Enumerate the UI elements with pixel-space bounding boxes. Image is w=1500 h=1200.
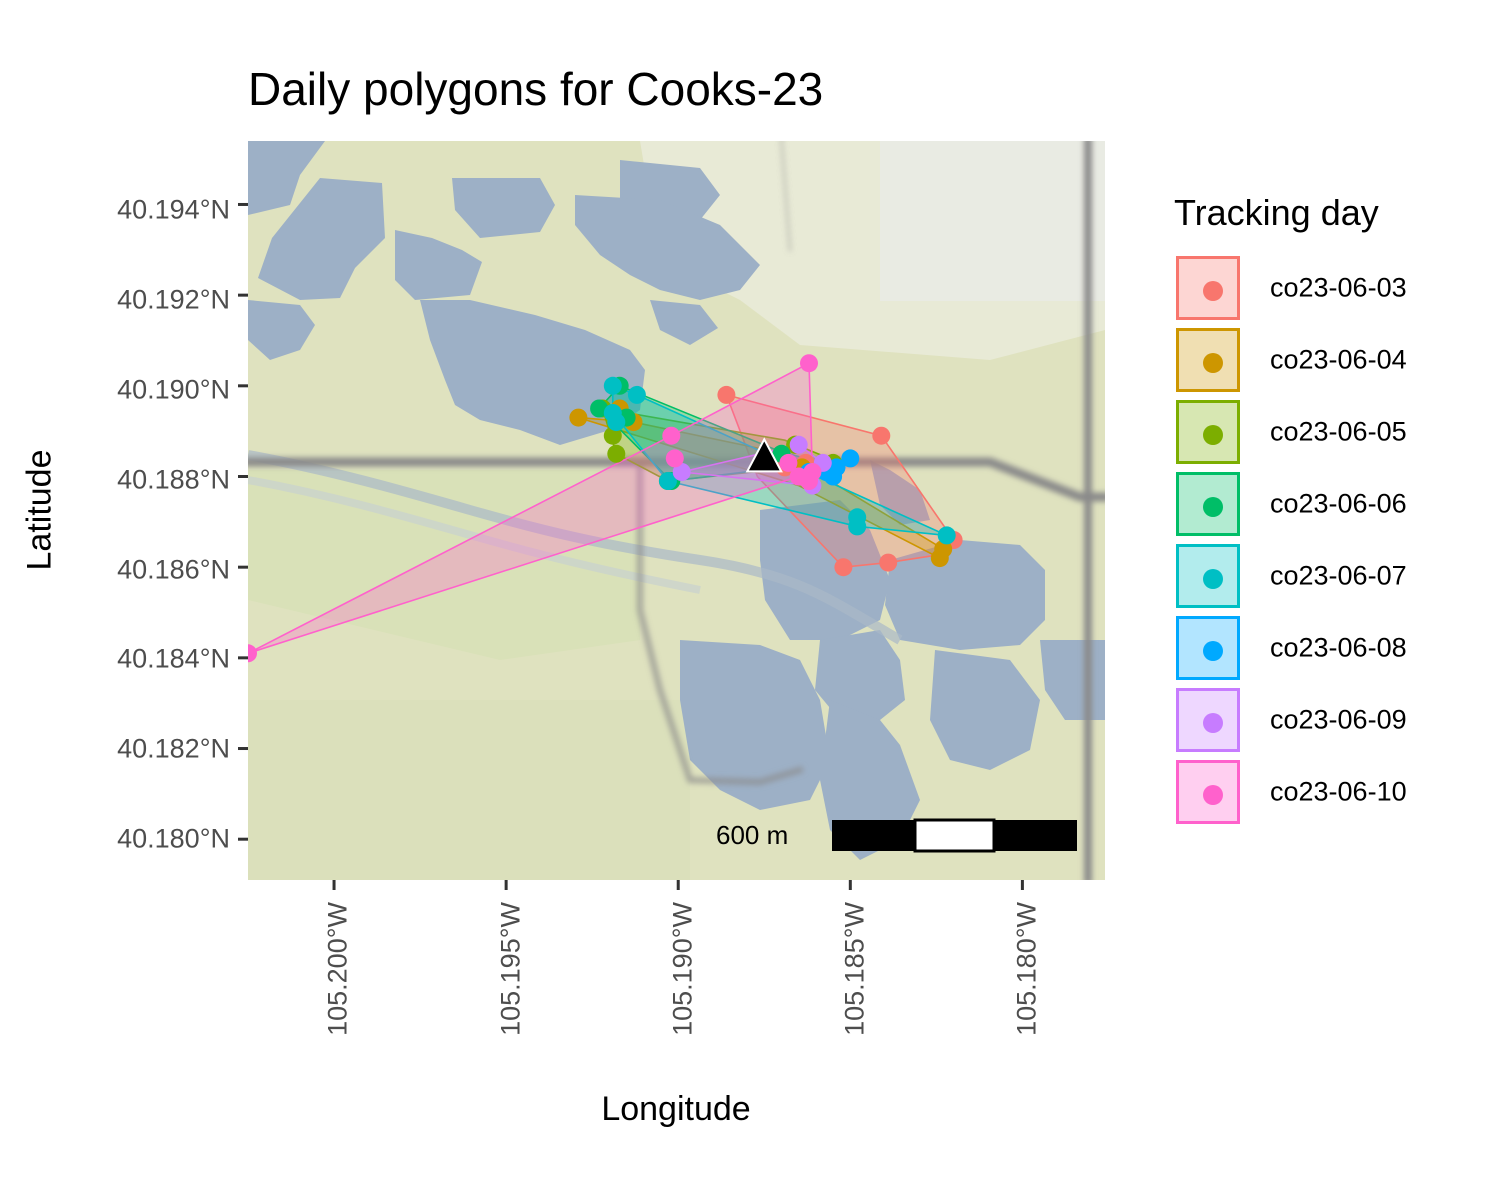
scale-bar-label: 600 m	[716, 820, 789, 850]
x-tick-label: 105.190°W	[667, 902, 698, 1036]
location-point	[672, 463, 691, 481]
x-tick-label: 105.180°W	[1011, 902, 1042, 1036]
location-point	[834, 558, 853, 577]
legend-title: Tracking day	[1174, 192, 1379, 233]
legend-key	[1176, 472, 1240, 536]
location-point	[800, 472, 818, 490]
legend-item: co23-06-09	[1174, 688, 1407, 758]
legend-item: co23-06-05	[1174, 400, 1407, 470]
location-point	[841, 449, 860, 468]
scale-bar-segment	[994, 820, 1077, 851]
location-point	[930, 549, 949, 568]
legend-dot-icon	[1203, 425, 1223, 445]
location-point	[569, 408, 588, 427]
y-axis-label: Latitude	[20, 449, 59, 571]
location-point	[248, 644, 257, 663]
location-point	[879, 553, 898, 572]
y-tick-label: 40.184°N	[117, 643, 230, 674]
location-point	[662, 426, 681, 445]
legend-item: co23-06-07	[1174, 544, 1407, 614]
location-point	[824, 467, 843, 486]
legend-dot-icon	[1203, 713, 1223, 733]
legend-item: co23-06-04	[1174, 328, 1407, 398]
location-point	[603, 376, 622, 395]
legend-label: co23-06-05	[1270, 416, 1407, 447]
legend-dot-icon	[1203, 785, 1223, 805]
legend-dot-icon	[1203, 281, 1223, 301]
location-point	[937, 526, 956, 545]
legend-label: co23-06-03	[1270, 272, 1407, 303]
y-tick-label: 40.194°N	[117, 194, 230, 225]
location-point	[603, 426, 622, 445]
basemap	[248, 141, 1105, 880]
legend-dot-icon	[1203, 641, 1223, 661]
legend-key	[1176, 328, 1240, 392]
legend-item: co23-06-10	[1174, 760, 1407, 830]
center-marker-layer	[745, 437, 783, 473]
x-tick-label: 105.185°W	[839, 902, 870, 1036]
location-point	[800, 354, 818, 373]
legend-item: co23-06-08	[1174, 616, 1407, 686]
location-point	[607, 444, 626, 463]
location-point	[665, 449, 684, 468]
y-tick-label: 40.188°N	[117, 464, 230, 495]
y-tick-label: 40.182°N	[117, 733, 230, 764]
y-tick-label: 40.180°N	[117, 823, 230, 854]
legend-item: co23-06-03	[1174, 256, 1407, 326]
legend-key	[1176, 688, 1240, 752]
location-point	[872, 426, 891, 445]
axis-ticks	[238, 202, 1024, 890]
legend-label: co23-06-08	[1270, 632, 1407, 663]
legend-label: co23-06-09	[1270, 704, 1407, 735]
location-point	[717, 385, 736, 404]
legend-key	[1176, 760, 1240, 824]
scale-bar	[832, 818, 1077, 853]
scale-bar-segment	[913, 818, 996, 853]
location-point	[779, 453, 798, 472]
scale-bar-segment	[832, 820, 915, 851]
x-axis-label: Longitude	[601, 1090, 751, 1128]
location-point	[603, 404, 622, 422]
legend-dot-icon	[1203, 353, 1223, 373]
y-tick-label: 40.186°N	[117, 554, 230, 585]
location-point	[848, 508, 867, 527]
legend-key	[1176, 400, 1240, 464]
legend-label: co23-06-04	[1270, 344, 1407, 375]
location-point	[627, 385, 646, 404]
x-tick-label: 105.200°W	[322, 902, 353, 1036]
location-point	[658, 472, 677, 490]
chart-title: Daily polygons for Cooks-23	[248, 63, 824, 115]
legend-label: co23-06-07	[1270, 560, 1407, 591]
legend-label: co23-06-06	[1270, 488, 1407, 519]
legend-key	[1176, 616, 1240, 680]
legend-item: co23-06-06	[1174, 472, 1407, 542]
legend-label: co23-06-10	[1270, 776, 1407, 807]
location-point	[590, 399, 609, 418]
point-layer	[248, 354, 963, 663]
y-tick-label: 40.190°N	[117, 374, 230, 405]
legend-dot-icon	[1203, 497, 1223, 517]
legend-key	[1176, 256, 1240, 320]
legend-dot-icon	[1203, 569, 1223, 589]
legend-key	[1176, 544, 1240, 608]
location-point	[789, 435, 808, 454]
y-tick-label: 40.192°N	[117, 284, 230, 315]
x-tick-label: 105.195°W	[495, 902, 526, 1036]
triangle-icon	[745, 437, 783, 473]
